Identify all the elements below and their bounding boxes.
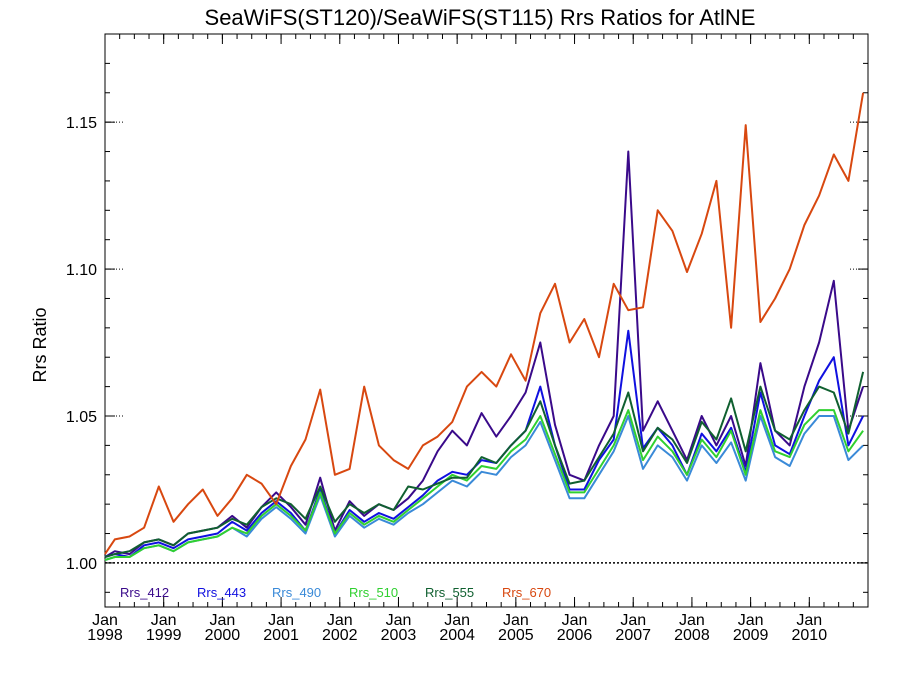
x-tick-month: Jan	[386, 612, 412, 629]
y-tick-label: 1.10	[66, 262, 97, 279]
legend-entry-rrs-443: Rrs_443	[197, 585, 246, 600]
x-tick-year: 2008	[674, 627, 710, 644]
legend-entry-rrs-510: Rrs_510	[349, 585, 398, 600]
x-tick-year: 2010	[792, 627, 828, 644]
x-tick-month: Jan	[503, 612, 529, 629]
x-tick-month: Jan	[620, 612, 646, 629]
chart-title: SeaWiFS(ST120)/SeaWiFS(ST115) Rrs Ratios…	[205, 5, 756, 30]
x-tick-month: Jan	[444, 612, 470, 629]
x-tick-year: 2009	[733, 627, 769, 644]
x-tick-month: Jan	[738, 612, 764, 629]
x-tick-year: 2005	[498, 627, 534, 644]
series-line-rrs-510	[104, 409, 864, 561]
y-tick-label: 1.15	[66, 115, 97, 132]
x-tick-month: Jan	[796, 612, 822, 629]
legend-entry-rrs-490: Rrs_490	[272, 585, 321, 600]
x-tick-year: 2003	[381, 627, 417, 644]
x-tick-month: Jan	[268, 612, 294, 629]
x-tick-month: Jan	[562, 612, 588, 629]
legend-entry-rrs-555: Rrs_555	[425, 585, 474, 600]
x-tick-year: 2006	[557, 627, 593, 644]
plot-area: 1.001.051.101.15Jan1998Jan1999Jan2000Jan…	[66, 33, 869, 644]
x-tick-year: 1998	[87, 627, 123, 644]
y-tick-label: 1.05	[66, 409, 97, 426]
y-tick-label: 1.00	[66, 556, 97, 573]
y-axis-label: Rrs Ratio	[30, 307, 50, 382]
x-tick-month: Jan	[327, 612, 353, 629]
x-tick-month: Jan	[209, 612, 235, 629]
x-tick-month: Jan	[151, 612, 177, 629]
legend-entry-rrs-412: Rrs_412	[120, 585, 169, 600]
series-line-rrs-670	[104, 92, 865, 555]
plot-frame	[104, 33, 869, 608]
x-tick-month: Jan	[92, 612, 118, 629]
series-line-rrs-412	[104, 150, 865, 558]
x-tick-year: 2000	[205, 627, 241, 644]
x-tick-month: Jan	[679, 612, 705, 629]
x-tick-year: 2001	[263, 627, 299, 644]
legend-entry-rrs-670: Rrs_670	[502, 585, 551, 600]
series-line-rrs-555	[104, 371, 865, 558]
x-tick-year: 2004	[439, 627, 475, 644]
x-tick-year: 1999	[146, 627, 182, 644]
x-tick-year: 2002	[322, 627, 358, 644]
x-tick-year: 2007	[615, 627, 651, 644]
